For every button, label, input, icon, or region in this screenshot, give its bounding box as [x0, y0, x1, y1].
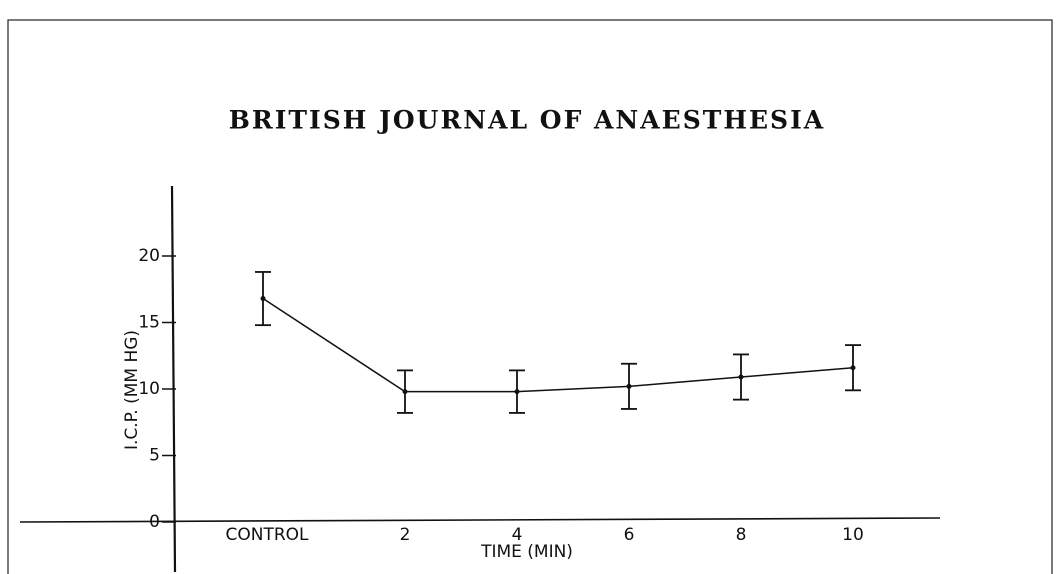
point: [738, 374, 744, 380]
y-tick-label: 10: [138, 379, 160, 399]
x-tick-label: 2: [400, 525, 411, 545]
line: [262, 297, 854, 393]
point: [850, 365, 856, 371]
y-axis-label: I.C.P. (MM HG): [122, 330, 142, 450]
x-axis-label: TIME (MIN): [480, 542, 573, 562]
frame: [7, 19, 1053, 574]
point: [260, 296, 266, 302]
x-tick-label: 10: [842, 525, 864, 545]
x-tick-label: 8: [736, 525, 747, 545]
point: [514, 389, 520, 395]
x-tick-label: 6: [624, 525, 635, 545]
x-tick-label: CONTROL: [225, 525, 309, 545]
x-tick-label: 4: [512, 525, 523, 545]
y-tick-label: 0: [149, 512, 160, 532]
y-tick-label: 20: [138, 246, 160, 266]
y-tick-label: 5: [149, 446, 160, 466]
y-axis: [170, 185, 177, 573]
chart-title: BRITISH JOURNAL OF ANAESTHESIA: [229, 106, 825, 135]
y-tick-label: 15: [138, 313, 160, 333]
point: [626, 383, 632, 389]
point: [402, 389, 408, 395]
